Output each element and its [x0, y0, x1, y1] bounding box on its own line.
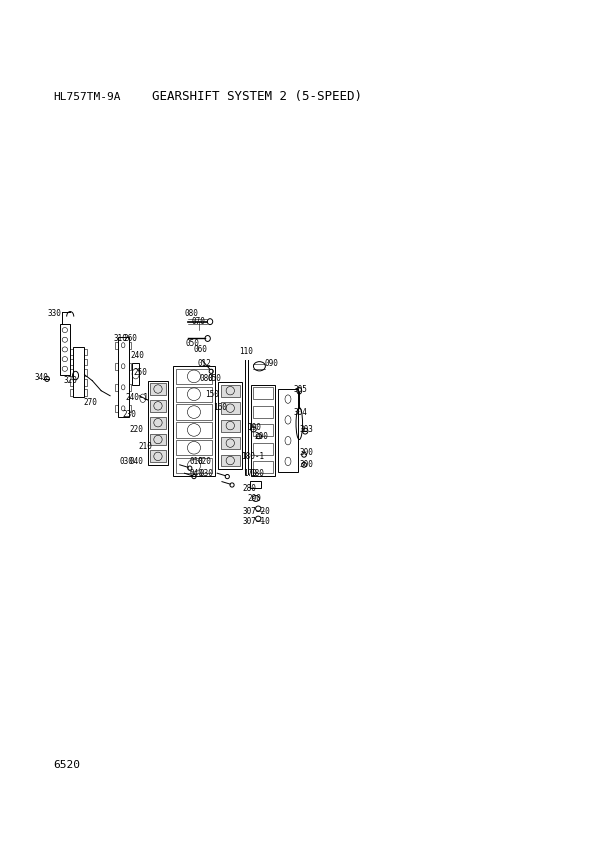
Text: 240: 240	[131, 351, 145, 360]
Bar	[129, 363, 131, 370]
Bar	[129, 384, 131, 391]
Bar	[148, 381, 168, 465]
Bar	[84, 369, 87, 376]
Text: 307-20: 307-20	[243, 507, 271, 515]
Bar	[150, 383, 166, 395]
Text: 060: 060	[193, 345, 207, 354]
Bar	[251, 385, 275, 476]
Bar	[253, 406, 273, 418]
Bar	[176, 404, 212, 419]
Text: GEARSHIFT SYSTEM 2 (5-SPEED): GEARSHIFT SYSTEM 2 (5-SPEED)	[152, 90, 362, 104]
Text: 150: 150	[205, 390, 219, 398]
Text: HL757TM-9A: HL757TM-9A	[54, 92, 121, 102]
Bar	[221, 385, 240, 397]
Bar	[176, 369, 212, 384]
Bar	[176, 440, 212, 456]
Bar	[221, 437, 240, 449]
Bar	[173, 366, 215, 476]
Text: 160: 160	[213, 403, 227, 412]
Text: 110: 110	[239, 348, 253, 356]
Text: 050: 050	[185, 339, 199, 348]
Bar	[84, 359, 87, 365]
Text: 010: 010	[189, 457, 203, 466]
Bar	[84, 389, 87, 396]
Text: 090: 090	[264, 360, 278, 368]
Bar	[278, 389, 298, 472]
Bar	[70, 369, 73, 376]
Text: 340: 340	[35, 373, 48, 381]
Bar	[176, 386, 212, 402]
Bar	[70, 359, 73, 365]
Text: 330: 330	[48, 309, 61, 317]
Bar	[129, 342, 131, 349]
Text: 240-1: 240-1	[125, 393, 148, 402]
Text: 300: 300	[299, 449, 313, 457]
Bar	[253, 387, 273, 399]
Text: 300: 300	[299, 461, 313, 469]
Text: 200: 200	[255, 432, 268, 440]
Text: 6520: 6520	[54, 759, 80, 770]
Bar	[150, 417, 166, 429]
Bar	[115, 384, 118, 391]
Bar	[253, 461, 273, 473]
Bar	[70, 349, 73, 355]
Text: 040: 040	[189, 469, 203, 477]
Text: 320: 320	[64, 376, 77, 385]
Text: 080: 080	[184, 309, 198, 317]
Bar	[73, 347, 84, 397]
Bar	[150, 450, 166, 462]
Bar	[129, 405, 131, 412]
Bar	[115, 405, 118, 412]
Text: 030: 030	[199, 469, 213, 477]
Text: 220: 220	[130, 425, 143, 434]
Text: 012: 012	[198, 360, 211, 368]
Text: 250: 250	[133, 368, 147, 376]
Text: 050: 050	[207, 374, 221, 382]
Bar	[150, 434, 166, 445]
Text: 310: 310	[113, 334, 127, 343]
Text: 210: 210	[138, 442, 152, 450]
Bar	[132, 363, 139, 385]
Text: 280: 280	[243, 484, 256, 493]
Text: 304: 304	[294, 408, 308, 417]
Bar	[221, 402, 240, 414]
Bar	[218, 382, 242, 469]
Bar	[176, 458, 212, 473]
Bar	[221, 455, 240, 466]
Bar	[150, 400, 166, 412]
Text: 230: 230	[122, 410, 136, 418]
Bar	[176, 423, 212, 438]
Bar	[84, 349, 87, 355]
Text: 290: 290	[248, 494, 261, 503]
Text: 180-1: 180-1	[242, 452, 265, 461]
Text: 307-10: 307-10	[243, 517, 271, 525]
Text: 170: 170	[243, 469, 256, 477]
Bar	[253, 424, 273, 436]
Text: 305: 305	[294, 385, 308, 393]
Bar	[70, 379, 73, 386]
Text: 260: 260	[123, 334, 137, 343]
Bar	[115, 363, 118, 370]
Text: 030: 030	[119, 457, 133, 466]
Bar	[115, 342, 118, 349]
Bar	[250, 481, 261, 488]
Bar	[84, 379, 87, 386]
Bar	[253, 443, 273, 455]
Bar	[60, 324, 70, 375]
Text: 270: 270	[83, 398, 97, 407]
Bar	[118, 337, 129, 417]
Text: 190: 190	[248, 424, 261, 432]
Text: 040: 040	[130, 457, 143, 466]
Text: 070: 070	[192, 317, 205, 326]
Text: 020: 020	[198, 457, 211, 466]
Text: 303: 303	[299, 425, 313, 434]
Bar	[70, 389, 73, 396]
Text: 180: 180	[250, 469, 264, 477]
Text: 080: 080	[199, 374, 213, 382]
Bar	[221, 420, 240, 431]
